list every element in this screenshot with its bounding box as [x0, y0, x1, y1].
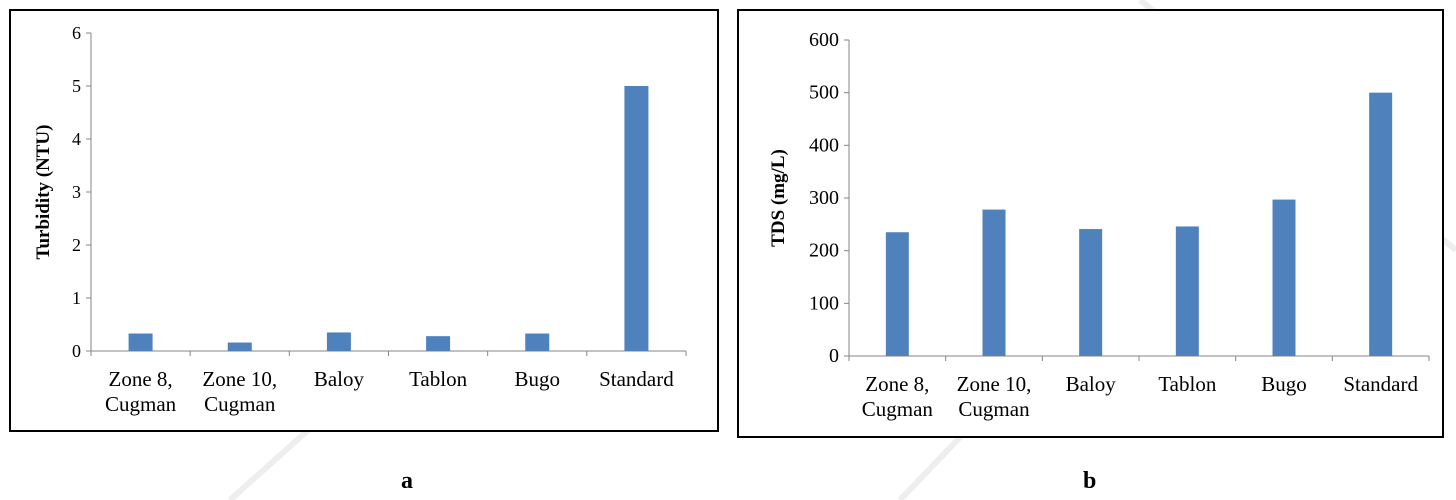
chart-1-category-label: Cugman [958, 397, 1030, 421]
turbidity-chart-panel: 0 1 2 3 4 5 6 Zone 8, Cugman Zone 10, Cugman Baloy T… [9, 9, 719, 432]
chart-0-bar-3 [326, 332, 351, 351]
chart-1-category-label: Standard [1343, 372, 1418, 396]
chart-1-bar-5 [1272, 199, 1296, 356]
chart-1-y-tick-label: 200 [809, 240, 839, 262]
chart-0-category-label: Bugo [514, 367, 560, 391]
panel-label-b: b [1083, 468, 1097, 494]
chart-1-category-label: Zone 10, [957, 372, 1032, 396]
chart-1-y-tick-label: 400 [809, 134, 839, 156]
chart-0-bar-4 [426, 336, 451, 351]
chart-0-y-tick-label: 5 [72, 76, 81, 96]
chart-1-y-axis-title: TDS (mg/L) [768, 149, 789, 247]
panel-label-a: a [401, 468, 413, 494]
chart-0-bar-5 [525, 333, 550, 351]
chart-0-y-tick-label: 0 [72, 341, 81, 361]
chart-0-category-label: Cugman [105, 392, 177, 416]
chart-1-category-label: Bugo [1261, 372, 1307, 396]
chart-1-y-tick-label: 0 [829, 345, 839, 367]
chart-0-category-label: Cugman [204, 392, 276, 416]
chart-1-y-tick-label: 300 [809, 187, 839, 209]
chart-1-category-label: Cugman [862, 397, 934, 421]
chart-1-bar-2 [982, 209, 1006, 356]
chart-0-bar-1 [128, 333, 153, 351]
chart-0-category-label: Standard [599, 367, 674, 391]
chart-0-category-label: Zone 10, [202, 367, 277, 391]
chart-0-category-label: Zone 8, [109, 367, 173, 391]
chart-1-y-tick-label: 500 [809, 82, 839, 104]
chart-1-bar-4 [1175, 226, 1199, 356]
chart-0-y-axis-title: Turbidity (NTU) [33, 125, 54, 260]
chart-1-category-label: Tablon [1158, 372, 1217, 396]
chart-0-y-tick-label: 4 [72, 129, 81, 149]
chart-0-y-tick-label: 3 [72, 182, 81, 202]
chart-1-category-label: Baloy [1066, 372, 1117, 396]
chart-0-bar-2 [227, 342, 252, 351]
tds-chart-panel: 0 100 200 300 400 500 600 Zone 8, Cugman Zone 10,… [737, 9, 1444, 438]
chart-1-y-tick-label: 600 [809, 29, 839, 51]
chart-0-category-label: Tablon [409, 367, 468, 391]
chart-0-y-tick-label: 6 [72, 23, 81, 43]
chart-0-bar-6 [624, 86, 649, 351]
chart-1-category-label: Zone 8, [865, 372, 929, 396]
chart-1-bar-1 [885, 232, 909, 356]
chart-0-category-label: Baloy [314, 367, 365, 391]
chart-0-y-tick-label: 1 [72, 288, 81, 308]
chart-1-y-tick-label: 100 [809, 292, 839, 314]
chart-1-bar-6 [1369, 92, 1393, 357]
chart-1-bar-3 [1079, 229, 1103, 356]
chart-0-y-tick-label: 2 [72, 235, 81, 255]
